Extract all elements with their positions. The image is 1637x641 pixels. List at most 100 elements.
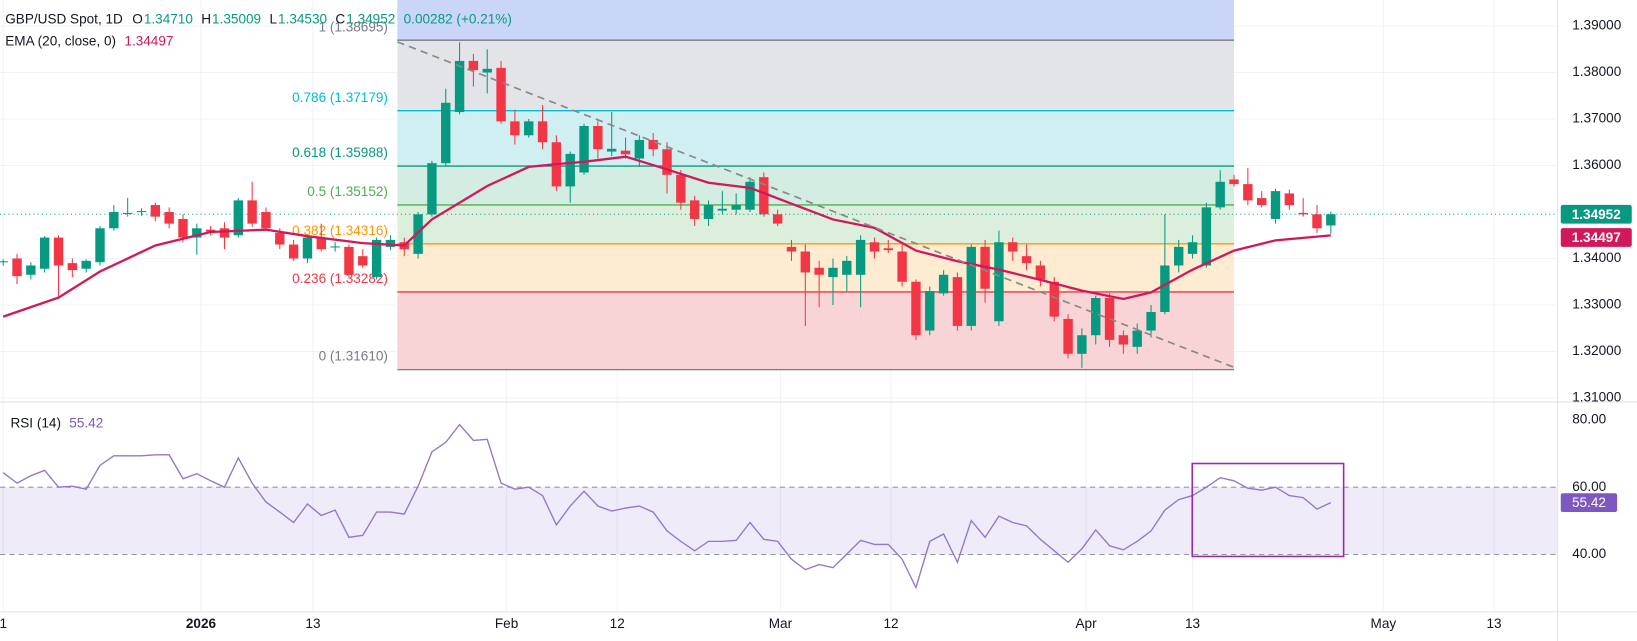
candle-body [1146, 311, 1156, 331]
fib-label: 0.236 (1.33282) [292, 271, 388, 286]
candle-body [275, 232, 285, 245]
candle-body [1326, 214, 1336, 226]
x-tick-label: May [1371, 616, 1397, 631]
candle-body [1256, 198, 1267, 206]
y-tick-label: 1.37000 [1572, 111, 1621, 126]
fib-label: 0 (1.31610) [319, 349, 388, 364]
x-tick-label: 2026 [186, 616, 217, 631]
candle-body [385, 239, 396, 247]
price-change: 0.00282 (+0.21%) [404, 11, 512, 26]
candle-body [288, 244, 299, 259]
candle-body [966, 246, 976, 326]
candle-body [81, 260, 91, 269]
candle-body [745, 181, 755, 210]
candle-body [261, 212, 271, 229]
y-tick-label: 40.00 [1572, 546, 1606, 561]
candle-body [427, 163, 437, 215]
candle-body [1229, 179, 1239, 185]
candle-body [136, 211, 147, 213]
candle-body [26, 265, 36, 275]
candle-body [496, 67, 506, 122]
fib-band [397, 166, 1235, 205]
ohlc-value: 1.34952 [346, 11, 395, 26]
y-tick-label: 1.34000 [1572, 250, 1621, 265]
candle-body [938, 274, 949, 294]
candle-body [371, 239, 382, 278]
candle-body [1091, 298, 1101, 336]
ohlc-value: 1.35009 [212, 11, 261, 26]
candle-body [441, 102, 451, 164]
fib-label: 1 (1.38695) [319, 19, 388, 34]
fib-extension-band [397, 0, 1235, 41]
symbol-title: GBP/USD Spot, 1D [5, 11, 123, 26]
candle-body [12, 258, 22, 277]
rsi-band [0, 487, 1558, 555]
fib-band [397, 204, 1235, 244]
candle-body [717, 208, 728, 211]
candle-body [676, 174, 686, 203]
x-tick-label: Feb [495, 616, 518, 631]
candle-body [911, 281, 921, 336]
y-tick-label: 1.39000 [1572, 18, 1621, 33]
candle-body [0, 261, 8, 263]
candle-body [994, 242, 1004, 322]
candle-body [205, 229, 216, 232]
candle-body [703, 205, 714, 219]
candle-body [109, 212, 119, 229]
ema-tag: 1.34497 [1572, 230, 1621, 245]
candle-body [1174, 246, 1184, 266]
x-tick-label: 12 [610, 616, 625, 631]
candle-body [759, 177, 769, 215]
candle-body [524, 121, 534, 136]
candle-body [1021, 256, 1032, 264]
candle-body [883, 248, 893, 251]
rsi-line [2, 423, 1332, 590]
candle-body [233, 200, 244, 236]
candle-body [1312, 214, 1322, 229]
y-tick-label: 1.31000 [1572, 390, 1621, 405]
ohlc-key: H [201, 11, 211, 26]
candle-body [855, 239, 866, 275]
x-tick-label: 12 [884, 616, 899, 631]
candle-body [150, 205, 161, 217]
candle-body [1063, 318, 1073, 354]
fib-label: 0.786 (1.37179) [292, 90, 388, 105]
ohlc-key: O [132, 11, 143, 26]
candle-body [1160, 265, 1170, 312]
candle-body [620, 150, 631, 155]
x-tick-label: 13 [1185, 616, 1200, 631]
ohlc-key: L [269, 11, 277, 26]
candle-body [358, 256, 368, 266]
fib-label: 0.618 (1.35988) [292, 145, 388, 160]
rsi-title: RSI (14) [10, 415, 61, 430]
legend-value: 1.34497 [124, 33, 173, 48]
candle-body [869, 242, 880, 252]
candle-body [330, 246, 340, 248]
candle-body [468, 60, 479, 71]
candle-body [302, 237, 313, 259]
legend-entry: EMA (20, close, 0) [5, 33, 116, 48]
candle-body [164, 212, 174, 224]
y-tick-label: 80.00 [1572, 411, 1606, 426]
candle-body [1077, 335, 1087, 354]
rsi-value: 55.42 [69, 415, 103, 430]
candle-body [122, 212, 133, 214]
candle-body [219, 228, 230, 238]
x-tick-label: Apr [1075, 616, 1097, 631]
x-tick-label: 13 [1486, 616, 1501, 631]
candle-body [344, 246, 354, 275]
x-tick-label: Mar [769, 616, 793, 631]
candle-body [565, 153, 575, 187]
y-tick-label: 60.00 [1572, 479, 1606, 494]
candle-body [1118, 335, 1129, 345]
candle-body [1201, 207, 1212, 266]
candle-body [786, 246, 797, 252]
y-tick-label: 1.32000 [1572, 343, 1621, 358]
last-price-tag: 1.34952 [1572, 207, 1621, 222]
candle-body [731, 205, 741, 210]
candle-body [1035, 265, 1046, 280]
ohlc-key: C [335, 11, 345, 26]
ohlc-value: 1.34710 [144, 11, 193, 26]
